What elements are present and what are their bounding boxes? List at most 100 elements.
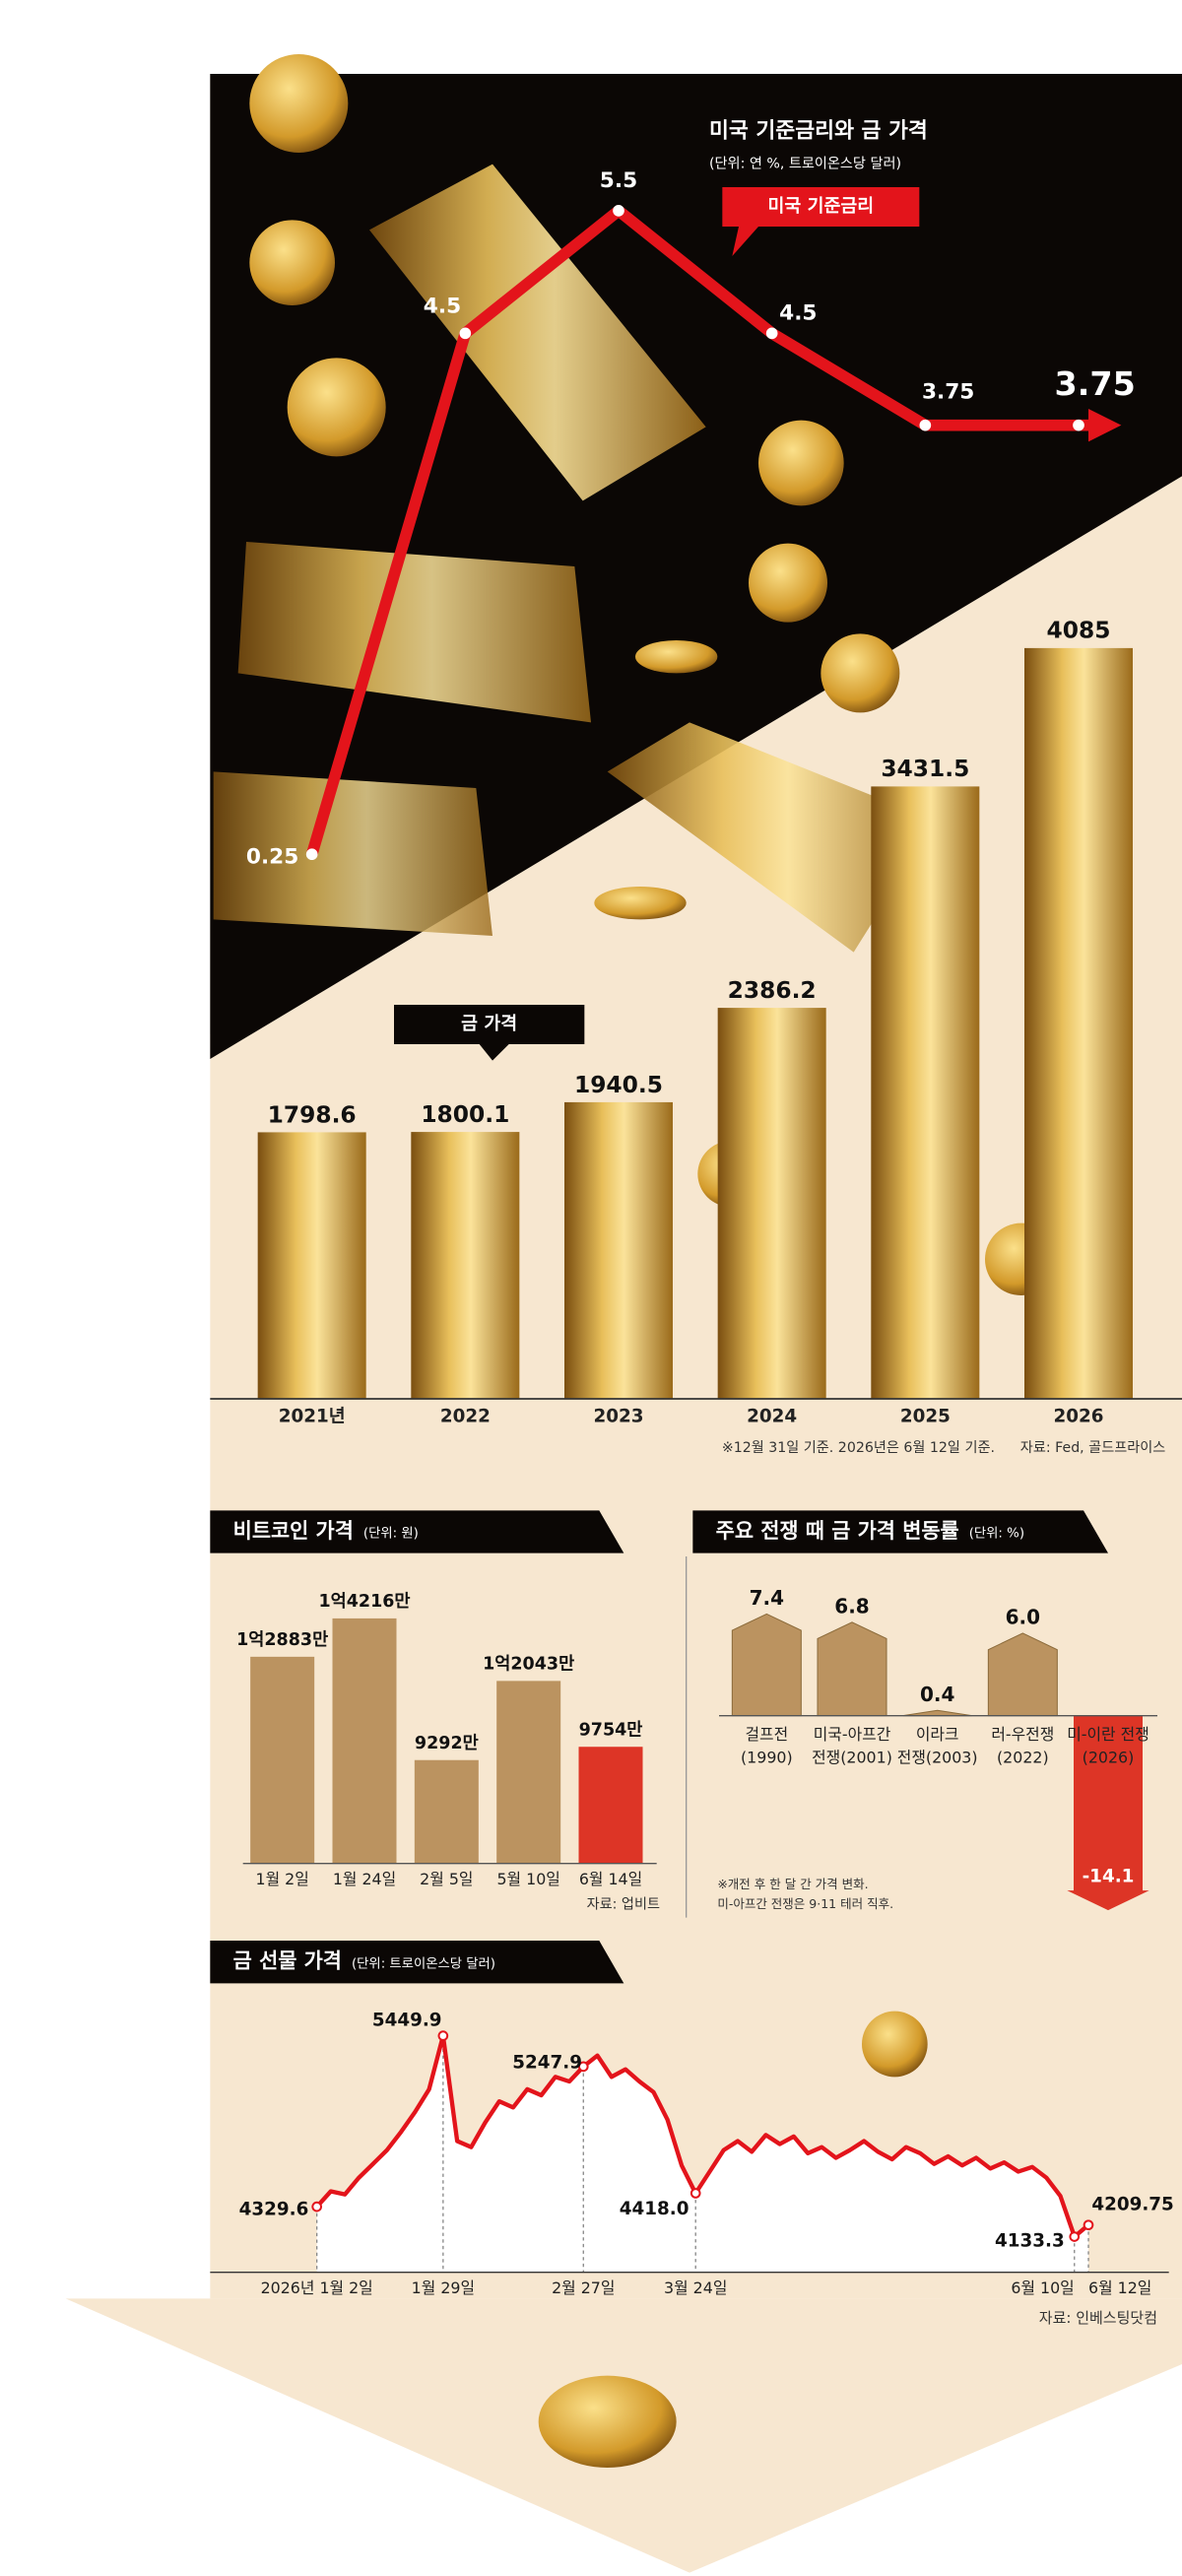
point	[690, 2188, 701, 2199]
bar	[731, 1613, 802, 1717]
bar	[871, 786, 980, 1399]
x-tick-label: 전쟁(2001)	[812, 1749, 892, 1767]
value-label: 6.0	[1006, 1605, 1040, 1628]
legend-box	[394, 1005, 585, 1061]
x-tick-label: 5월 10일	[496, 1870, 559, 1888]
point	[437, 2030, 449, 2041]
value-label: 7.4	[750, 1586, 784, 1610]
point	[1069, 2231, 1081, 2242]
title-box	[210, 1941, 624, 1984]
source: 자료: Fed, 골드프라이스	[1020, 1440, 1166, 1456]
x-tick-label: (1990)	[741, 1749, 793, 1767]
value-label: 4133.3	[995, 2231, 1065, 2252]
bar	[257, 1132, 366, 1399]
x-tick-label: 미국-아프간	[814, 1725, 891, 1744]
x-tick-label: 전쟁(2003)	[897, 1749, 978, 1767]
x-tick-label: 6월 12일	[1088, 2279, 1151, 2297]
bar	[411, 1132, 520, 1399]
bar	[564, 1101, 673, 1399]
bar	[717, 1008, 826, 1399]
x-tick-label: 2022	[440, 1406, 491, 1426]
rate-point	[1073, 419, 1084, 431]
x-tick-label: 3월 24일	[664, 2279, 727, 2297]
value-label: 1940.5	[574, 1071, 663, 1098]
area	[316, 2035, 1089, 2273]
rate-point	[459, 327, 472, 340]
x-tick-label: (2026)	[1083, 1749, 1135, 1767]
value-label: 2386.2	[728, 976, 817, 1004]
value-label: 9754만	[579, 1721, 643, 1741]
bar	[578, 1747, 643, 1864]
bar	[496, 1681, 561, 1864]
price-line	[315, 2033, 1090, 2239]
bar	[1024, 647, 1133, 1399]
value-label: 3431.5	[881, 755, 969, 782]
value-label: 1억4216만	[318, 1592, 410, 1612]
section-title: 비트코인 가격	[233, 1519, 354, 1543]
section-unit: (단위: 트로이온스당 달러)	[352, 1955, 495, 1971]
value-label: 0.25	[246, 845, 298, 870]
rate-line	[306, 205, 1079, 856]
title-box	[692, 1510, 1108, 1553]
x-tick-label: 2021년	[279, 1406, 346, 1426]
value-label: 1억2883만	[236, 1630, 328, 1650]
x-tick-label: 1월 2일	[256, 1870, 309, 1888]
legend-box	[722, 187, 920, 256]
point	[311, 2201, 322, 2213]
value-label: 9292만	[415, 1734, 479, 1753]
x-tick-label: 2026년 1월 2일	[261, 2279, 373, 2297]
x-tick-label: 2024	[747, 1406, 797, 1426]
value-label: 4418.0	[620, 2199, 690, 2219]
bar	[250, 1656, 315, 1864]
chart-subtitle: (단위: 연 %, 트로이온스당 달러)	[709, 157, 901, 172]
source: 자료: 업비트	[587, 1896, 660, 1912]
rate-point	[613, 205, 624, 217]
chart-title: 미국 기준금리와 금 가격	[709, 118, 928, 143]
value-label: 4209.75	[1091, 2195, 1173, 2215]
section-title: 금 선물 가격	[233, 1949, 342, 1973]
section-unit: (단위: 원)	[363, 1526, 419, 1542]
value-label: 5.5	[600, 168, 637, 193]
x-tick-label: 6월 14일	[579, 1870, 642, 1888]
value-label: 1800.1	[421, 1100, 509, 1128]
value-label: 5247.9	[512, 2053, 582, 2074]
legend-label: 미국 기준금리	[768, 196, 875, 217]
section-title: 주요 전쟁 때 금 가격 변동률	[716, 1519, 959, 1543]
x-tick-label: 2월 27일	[552, 2279, 615, 2297]
rate-point	[765, 327, 778, 340]
value-label: 4085	[1047, 617, 1111, 644]
x-tick-label: 2023	[593, 1406, 643, 1426]
x-tick-label: 2026	[1053, 1406, 1103, 1426]
bar	[332, 1618, 397, 1864]
x-tick-label: 이라크	[916, 1725, 959, 1744]
x-tick-label: 러-우전쟁	[991, 1725, 1054, 1744]
legend-label: 금 가격	[461, 1014, 517, 1034]
x-tick-label: 미-이란 전쟁	[1067, 1725, 1149, 1744]
value-label: 3.75	[922, 379, 974, 404]
x-tick-label: 6월 10일	[1011, 2279, 1074, 2297]
section-unit: (단위: %)	[969, 1526, 1024, 1542]
point	[1083, 2219, 1094, 2231]
x-tick-label: (2022)	[997, 1749, 1049, 1767]
note: ※개전 후 한 달 간 가격 변화.	[717, 1877, 868, 1891]
value-label: 4.5	[779, 300, 817, 325]
title-box	[210, 1510, 624, 1553]
value-label: 6.8	[834, 1594, 869, 1618]
note: ※12월 31일 기준. 2026년은 6월 12일 기준.	[722, 1440, 995, 1456]
bar	[414, 1759, 479, 1864]
x-tick-label: 2025	[900, 1406, 951, 1426]
value-label: 5449.9	[372, 2011, 442, 2031]
value-label: 0.4	[920, 1683, 954, 1706]
arrow-head	[1088, 409, 1122, 442]
value-label: 4.5	[424, 295, 461, 319]
rate-point	[919, 419, 932, 431]
value-label: -14.1	[1083, 1867, 1135, 1887]
value-label: 1798.6	[268, 1100, 357, 1128]
note: 미-아프간 전쟁은 9·11 테러 직후.	[717, 1896, 893, 1911]
value-label: 3.75	[1055, 364, 1136, 403]
x-tick-label: 2월 5일	[420, 1870, 473, 1888]
x-tick-label: 걸프전	[745, 1725, 788, 1744]
value-label: 1억2043만	[483, 1655, 574, 1675]
